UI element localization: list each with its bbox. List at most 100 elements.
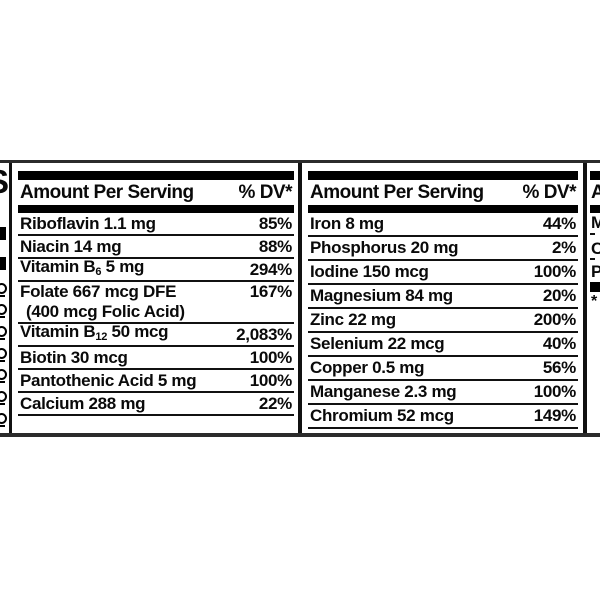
cropped-percent-fragment (0, 413, 7, 424)
panel-header: Amount Per Serving % DV* (18, 180, 294, 205)
cropped-header-bar-fragment (590, 171, 600, 180)
table-row: Biotin 30 mcg 100% (18, 347, 294, 370)
nutrient-label: Phosphorus 20 mg (310, 238, 459, 257)
cropped-letter-fragment: M (591, 213, 600, 232)
nutrient-value: 20% (542, 286, 576, 305)
cropped-header-bar-fragment (590, 205, 600, 213)
nutrient-label: Chromium 52 mcg (310, 406, 454, 425)
table-row: Vitamin B6 5 mg 294% (18, 257, 294, 282)
header-bottom-bar (308, 205, 578, 213)
nutrient-value: 22% (258, 393, 292, 413)
cropped-separator-fragment (0, 403, 5, 405)
header-top-bar (18, 171, 294, 180)
cropped-bar-fragment (0, 257, 6, 270)
cropped-percent-fragment (0, 369, 7, 380)
cropped-letter-fragment: A (591, 182, 600, 203)
nutrient-value: 85% (258, 213, 292, 233)
table-row: Chromium 52 mcg 149% (308, 405, 578, 429)
cropped-percent-fragment (0, 304, 7, 315)
column-divider-middle (298, 163, 302, 433)
table-row: Selenium 22 mcg 40% (308, 333, 578, 357)
table-row: Zinc 22 mg 200% (308, 309, 578, 333)
nutrient-value: 40% (542, 334, 576, 353)
nutrient-label: Niacin 14 mg (20, 236, 122, 256)
table-row: Niacin 14 mg 88% (18, 236, 294, 259)
amount-per-serving-header: Amount Per Serving (310, 181, 484, 203)
nutrient-value: 100% (249, 347, 293, 367)
nutrient-value: 100% (533, 382, 577, 401)
amount-per-serving-header: Amount Per Serving (20, 181, 194, 203)
table-row: Phosphorus 20 mg 2% (308, 237, 578, 261)
cropped-percent-fragment (0, 348, 7, 359)
table-row: Manganese 2.3 mg 100% (308, 381, 578, 405)
nutrient-value: 100% (533, 262, 577, 281)
label-top-border (0, 160, 600, 163)
nutrient-label: Manganese 2.3 mg (310, 382, 457, 401)
table-row: Vitamin B12 50 mcg 2,083% (18, 322, 294, 347)
nutrient-value: 294% (249, 259, 293, 279)
cropped-separator-fragment (0, 295, 5, 297)
nutrient-label: Copper 0.5 mg (310, 358, 425, 377)
column-divider-left (9, 163, 12, 433)
cropped-percent-fragment (0, 283, 7, 294)
table-row: Iodine 150 mcg 100% (308, 261, 578, 285)
nutrient-value: 100% (249, 370, 293, 390)
table-row: Pantothenic Acid 5 mg 100% (18, 370, 294, 393)
header-top-bar (308, 171, 578, 180)
cropped-asterisk-fragment: * (591, 293, 598, 310)
nutrient-panel-right: Amount Per Serving % DV* Iron 8 mg 44% P… (308, 171, 578, 429)
nutrient-label: Vitamin B6 5 mg (20, 257, 145, 278)
cropped-separator-fragment (0, 316, 5, 318)
cropped-separator-fragment (590, 233, 595, 235)
cropped-separator-fragment (590, 258, 595, 260)
table-row: Iron 8 mg 44% (308, 213, 578, 237)
nutrient-label: Biotin 30 mcg (20, 347, 128, 367)
percent-dv-header: % DV* (522, 181, 577, 203)
header-bottom-bar (18, 205, 294, 213)
nutrient-label: Pantothenic Acid 5 mg (20, 370, 197, 390)
nutrient-rows: Riboflavin 1.1 mg 85% Niacin 14 mg 88% V… (18, 213, 294, 416)
nutrient-panel-left: Amount Per Serving % DV* Riboflavin 1.1 … (18, 171, 294, 416)
cropped-letter-fragment: S (0, 163, 9, 201)
column-divider-right (583, 163, 587, 433)
nutrient-label: Selenium 22 mcg (310, 334, 445, 353)
cropped-footer-bar-fragment (590, 282, 600, 292)
table-row: Copper 0.5 mg 56% (308, 357, 578, 381)
nutrient-label: Folate 667 mcg DFE (400 mcg Folic Acid) (20, 282, 185, 321)
nutrient-value: 167% (249, 282, 293, 301)
nutrient-value: 2% (552, 238, 576, 257)
cropped-letter-fragment: C (591, 239, 600, 258)
nutrient-label: Riboflavin 1.1 mg (20, 213, 156, 233)
table-row: Riboflavin 1.1 mg 85% (18, 213, 294, 236)
label-bottom-border (0, 433, 600, 437)
panel-header: Amount Per Serving % DV* (308, 180, 578, 205)
nutrient-rows: Iron 8 mg 44% Phosphorus 20 mg 2% Iodine… (308, 213, 578, 429)
nutrient-value: 88% (258, 236, 292, 256)
subscript: 12 (95, 331, 108, 343)
nutrient-label: Calcium 288 mg (20, 393, 146, 413)
table-row: Calcium 288 mg 22% (18, 393, 294, 416)
nutrient-value: 2,083% (236, 324, 292, 344)
nutrient-value: 200% (533, 310, 577, 329)
nutrient-label: Iron 8 mg (310, 214, 384, 233)
nutrient-value: 56% (542, 358, 576, 377)
cropped-separator-fragment (0, 360, 5, 362)
subscript: 6 (95, 266, 102, 278)
nutrient-value: 44% (542, 214, 576, 233)
table-row: Folate 667 mcg DFE (400 mcg Folic Acid) … (18, 282, 294, 324)
cropped-separator-fragment (0, 381, 5, 383)
nutrient-label: Vitamin B12 50 mcg (20, 322, 169, 343)
nutrient-label: Zinc 22 mg (310, 310, 396, 329)
table-row: Magnesium 84 mg 20% (308, 285, 578, 309)
nutrient-label: Magnesium 84 mg (310, 286, 453, 305)
cropped-percent-fragment (0, 326, 7, 337)
cropped-separator-fragment (0, 425, 5, 427)
cropped-percent-fragment (0, 391, 7, 402)
nutrient-value: 149% (533, 406, 577, 425)
cropped-bar-fragment (0, 227, 6, 240)
cropped-letter-fragment: P (591, 262, 600, 281)
cropped-separator-fragment (0, 338, 5, 340)
nutrient-label: Iodine 150 mcg (310, 262, 429, 281)
percent-dv-header: % DV* (238, 181, 293, 203)
